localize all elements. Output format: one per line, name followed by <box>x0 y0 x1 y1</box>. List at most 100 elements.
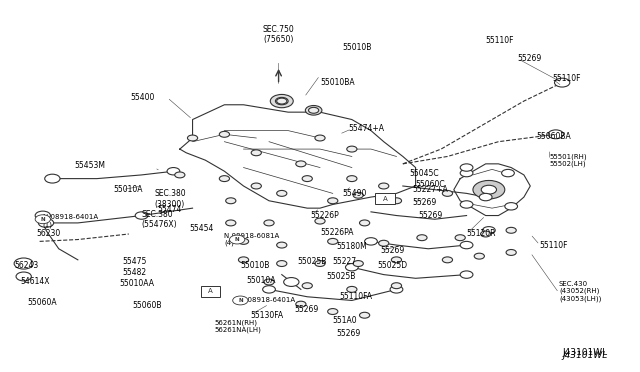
Circle shape <box>392 283 401 289</box>
Text: 55400: 55400 <box>130 93 154 102</box>
Text: 55226PA: 55226PA <box>320 228 353 237</box>
Circle shape <box>315 135 325 141</box>
Circle shape <box>502 169 515 177</box>
Text: N 08918-6401A: N 08918-6401A <box>241 298 296 304</box>
Circle shape <box>347 286 357 292</box>
Circle shape <box>302 176 312 182</box>
Circle shape <box>135 212 148 219</box>
Circle shape <box>390 286 403 293</box>
Circle shape <box>226 198 236 204</box>
Circle shape <box>239 257 248 263</box>
Circle shape <box>270 94 293 108</box>
Circle shape <box>233 296 248 305</box>
Circle shape <box>554 78 570 87</box>
Circle shape <box>328 309 338 314</box>
Circle shape <box>347 176 357 182</box>
Text: 55474: 55474 <box>157 205 182 215</box>
Text: 55269: 55269 <box>336 329 360 338</box>
Text: 55501(RH)
55502(LH): 55501(RH) 55502(LH) <box>549 153 587 167</box>
Circle shape <box>220 131 230 137</box>
Circle shape <box>296 161 306 167</box>
Circle shape <box>315 218 325 224</box>
Text: 551A0: 551A0 <box>333 316 357 325</box>
Text: 55482: 55482 <box>122 268 147 277</box>
Text: 56261N(RH)
56261NA(LH): 56261N(RH) 56261NA(LH) <box>215 319 262 333</box>
Circle shape <box>45 174 60 183</box>
Circle shape <box>481 185 497 194</box>
Circle shape <box>505 203 518 210</box>
Text: N 08918-6401A
(1): N 08918-6401A (1) <box>43 214 98 228</box>
Circle shape <box>275 97 288 105</box>
Circle shape <box>264 220 274 226</box>
Text: SEC.430
(43052(RH)
(43053(LH)): SEC.430 (43052(RH) (43053(LH)) <box>559 281 602 302</box>
Text: N 08918-6081A
(4): N 08918-6081A (4) <box>225 233 280 246</box>
Text: 55025B: 55025B <box>298 257 327 266</box>
Text: 55269: 55269 <box>419 211 443 220</box>
Text: 56230: 56230 <box>36 230 61 238</box>
Text: 55453M: 55453M <box>75 161 106 170</box>
Circle shape <box>328 238 338 244</box>
Text: 55269: 55269 <box>381 246 404 255</box>
Circle shape <box>308 108 319 113</box>
Text: 54614X: 54614X <box>20 278 50 286</box>
Text: 56243: 56243 <box>14 261 38 270</box>
Text: 55474+A: 55474+A <box>349 124 385 133</box>
Circle shape <box>251 150 261 156</box>
Circle shape <box>460 241 473 249</box>
Text: 55010A: 55010A <box>113 185 143 194</box>
Text: 55475: 55475 <box>122 257 147 266</box>
Circle shape <box>360 220 370 226</box>
Text: 55269: 55269 <box>518 54 542 63</box>
Circle shape <box>38 218 54 227</box>
Circle shape <box>460 201 473 208</box>
Circle shape <box>264 279 274 285</box>
Text: SEC.380
(38300): SEC.380 (38300) <box>154 189 186 209</box>
Circle shape <box>347 146 357 152</box>
Text: J43101WL: J43101WL <box>562 351 607 360</box>
Circle shape <box>167 167 180 175</box>
Circle shape <box>251 183 261 189</box>
Circle shape <box>276 242 287 248</box>
Circle shape <box>460 169 473 177</box>
Text: 55010A: 55010A <box>246 276 276 285</box>
Text: 55025D: 55025D <box>378 261 408 270</box>
Circle shape <box>442 190 452 196</box>
Text: 55110F: 55110F <box>540 241 568 250</box>
Circle shape <box>315 260 325 266</box>
Circle shape <box>483 227 495 234</box>
Text: A: A <box>383 196 387 202</box>
Circle shape <box>302 283 312 289</box>
Circle shape <box>35 211 51 220</box>
FancyBboxPatch shape <box>376 193 394 205</box>
Circle shape <box>455 235 465 241</box>
Circle shape <box>276 190 287 196</box>
Circle shape <box>379 240 389 246</box>
Text: 55060A: 55060A <box>27 298 56 307</box>
Circle shape <box>16 272 31 281</box>
Text: 55269: 55269 <box>412 198 436 207</box>
Text: 55110F: 55110F <box>486 36 514 45</box>
Text: 55010AA: 55010AA <box>119 279 154 288</box>
Circle shape <box>365 238 378 245</box>
Text: 55010B: 55010B <box>241 261 269 270</box>
Circle shape <box>305 106 322 115</box>
Circle shape <box>360 312 370 318</box>
Circle shape <box>226 220 236 226</box>
Text: 55060C: 55060C <box>415 180 445 189</box>
Circle shape <box>262 286 275 293</box>
Text: 55490: 55490 <box>342 189 367 198</box>
Circle shape <box>506 227 516 233</box>
Circle shape <box>284 278 299 286</box>
Text: J43101WL: J43101WL <box>562 348 607 357</box>
Text: 55180M: 55180M <box>336 243 367 251</box>
Text: 55060B: 55060B <box>132 301 161 311</box>
Circle shape <box>481 231 491 237</box>
Text: 55110FA: 55110FA <box>339 292 372 301</box>
Circle shape <box>328 198 338 204</box>
Circle shape <box>276 98 287 104</box>
Text: 55269: 55269 <box>294 305 319 314</box>
Text: SEC.380
(55476X): SEC.380 (55476X) <box>141 209 177 229</box>
Circle shape <box>346 263 358 271</box>
Circle shape <box>442 257 452 263</box>
Circle shape <box>353 260 364 266</box>
